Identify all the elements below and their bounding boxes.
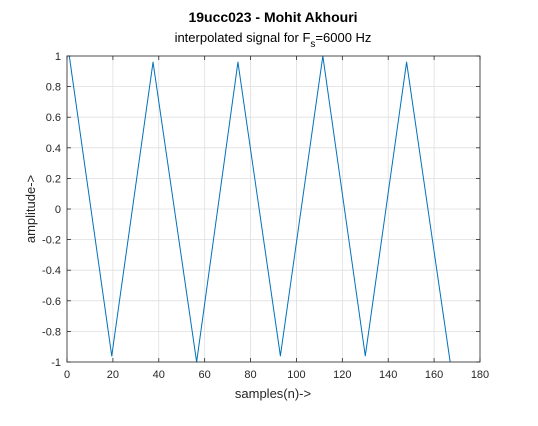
x-tick-label: 60 xyxy=(199,369,211,381)
y-axis-label: amplitude-> xyxy=(23,175,38,243)
y-tick-label: 1 xyxy=(55,51,61,63)
x-tick-label: 140 xyxy=(379,369,397,381)
x-tick-label: 180 xyxy=(471,369,489,381)
subtitle-prefix: interpolated signal for F xyxy=(175,30,311,45)
x-tick-label: 100 xyxy=(287,369,305,381)
x-tick-label: 160 xyxy=(425,369,443,381)
x-tick-label: 80 xyxy=(244,369,256,381)
subtitle-subscript: s xyxy=(310,39,315,50)
y-tick-label: 0.4 xyxy=(46,143,61,155)
y-tick-label: 0.6 xyxy=(46,112,61,124)
x-tick-label: 20 xyxy=(107,369,119,381)
y-tick-label: -0.8 xyxy=(42,326,61,338)
x-tick-label: 120 xyxy=(333,369,351,381)
series-line xyxy=(68,55,451,363)
ticks-group xyxy=(66,55,481,363)
x-tick-label: 0 xyxy=(64,369,70,381)
x-axis-label: samples(n)-> xyxy=(235,386,311,401)
chart-title: 19ucc023 - Mohit Akhouri xyxy=(188,9,357,25)
chart-subtitle: interpolated signal for Fs=6000 Hz xyxy=(175,30,372,50)
y-tick-label: 0.8 xyxy=(46,82,61,94)
tick-labels-group: 0 20 40 60 80 100 120 140 160 180 -1 -0.8 -0.6 -0.4 -0… xyxy=(42,51,489,381)
x-tick-label: 40 xyxy=(153,369,165,381)
y-tick-label: 0 xyxy=(55,204,61,216)
subtitle-suffix: =6000 Hz xyxy=(315,30,371,45)
y-tick-label: -1 xyxy=(51,357,61,369)
y-tick-label: -0.2 xyxy=(42,235,61,247)
y-tick-label: 0.2 xyxy=(46,173,61,185)
y-tick-label: -0.4 xyxy=(42,265,61,277)
y-tick-label: -0.6 xyxy=(42,296,61,308)
series-group xyxy=(68,55,451,363)
